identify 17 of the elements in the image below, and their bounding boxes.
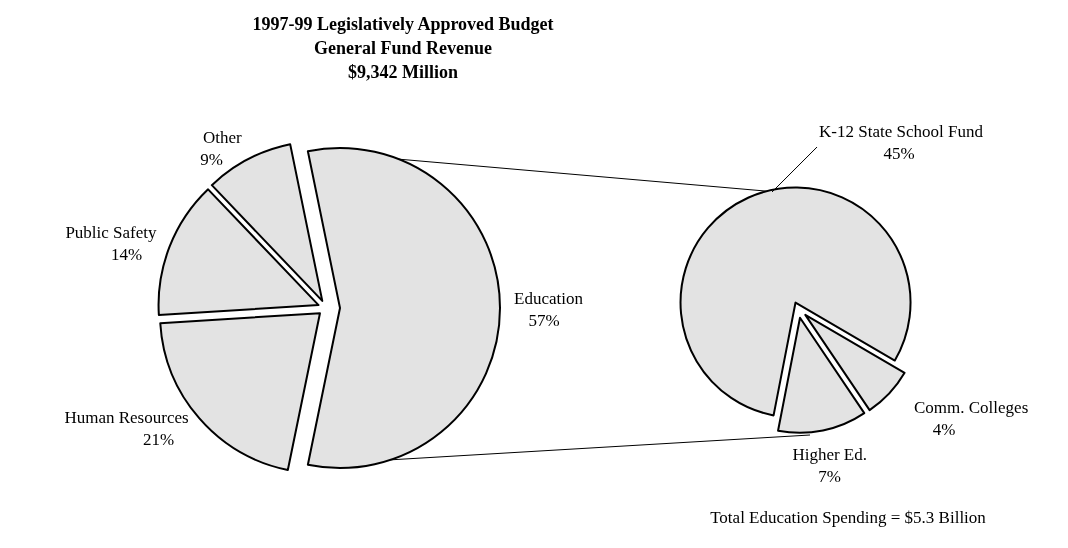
slice-label: Public Safety <box>65 222 158 242</box>
chart-title: 1997-99 Legislatively Approved Budget <box>252 14 554 34</box>
slice-label: K-12 State School Fund <box>819 122 984 141</box>
text: Total Education Spending = $5.3 Billion <box>710 508 987 527</box>
data-label: 21% <box>143 430 175 450</box>
data-label: 9% <box>200 149 223 169</box>
data-label: 57% <box>528 311 560 330</box>
chart-subtitle: General Fund Revenue $9,342 Million <box>314 38 493 82</box>
data-label: 45% <box>883 144 915 163</box>
slice-label: Other <box>202 127 242 147</box>
slice-label: Education <box>514 289 584 308</box>
slice-label: Human Resources <box>64 408 189 428</box>
data-label: 4% <box>932 419 956 439</box>
data-label: 14% <box>110 244 143 264</box>
slice-label: Higher Ed. <box>792 444 867 464</box>
data-label: 7% <box>818 466 842 486</box>
slice-label: Comm. Colleges <box>914 397 1029 417</box>
